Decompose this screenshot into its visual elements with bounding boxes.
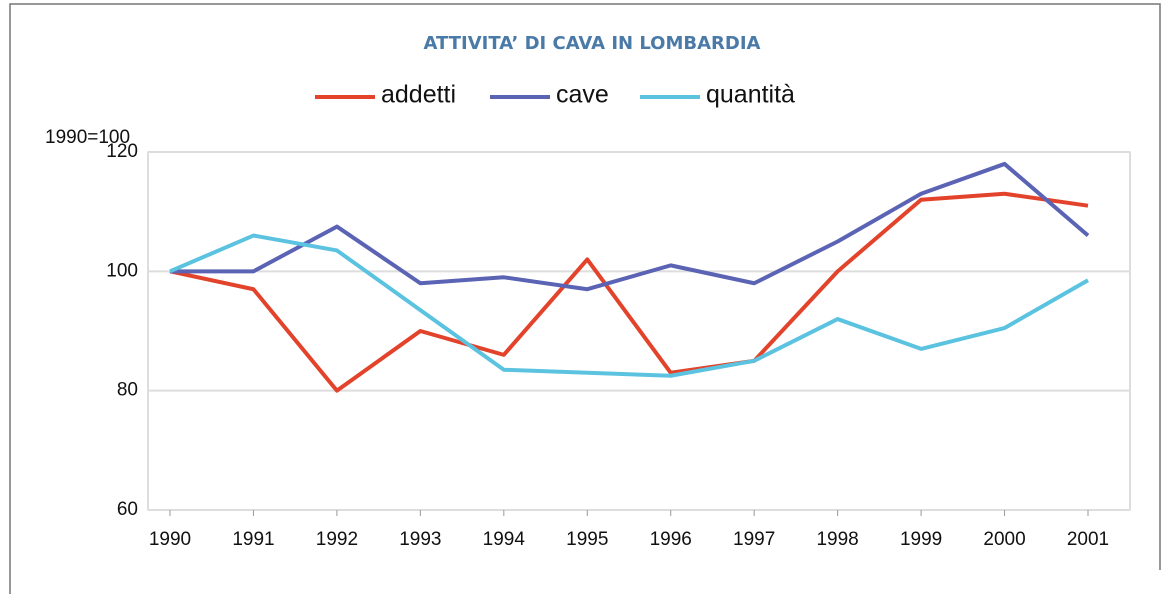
x-tick-label: 1991 xyxy=(232,529,274,550)
frame xyxy=(9,3,1161,594)
y-tick-label: 80 xyxy=(117,380,138,401)
series-line xyxy=(169,233,1089,378)
y-axis-label: 1990=100 xyxy=(45,127,130,148)
series-line xyxy=(169,191,1089,393)
x-tick-label: 1998 xyxy=(816,529,858,550)
x-tick-label: 1996 xyxy=(650,529,692,550)
x-tick-label: 1997 xyxy=(733,529,775,550)
x-tick-label: 1990 xyxy=(149,529,191,550)
x-tick-label: 1995 xyxy=(566,529,608,550)
chart-title: ATTIVITA’ DI CAVA IN LOMBARDIA xyxy=(424,33,761,54)
x-tick-label: 2000 xyxy=(983,529,1025,550)
x-tick-label: 1992 xyxy=(316,529,358,550)
legend-label: cave xyxy=(556,81,609,109)
x-tick-label: 2001 xyxy=(1067,529,1109,550)
x-tick-label: 1994 xyxy=(483,529,526,550)
legend-label: addetti xyxy=(381,81,456,109)
y-tick-label: 100 xyxy=(106,260,138,281)
legend-label: quantità xyxy=(706,81,795,109)
y-tick-label: 120 xyxy=(106,141,138,162)
series-line xyxy=(170,161,1090,292)
y-tick-label: 60 xyxy=(117,499,138,520)
x-tick-label: 1993 xyxy=(399,529,441,550)
x-tick-label: 1999 xyxy=(900,529,942,550)
